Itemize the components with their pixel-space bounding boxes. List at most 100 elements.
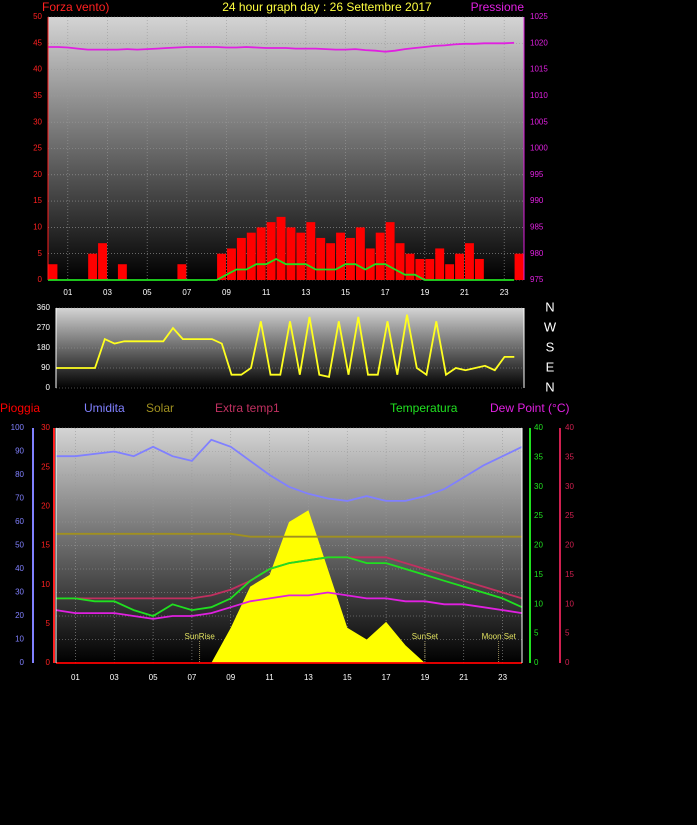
y-tick-label: 20 <box>15 611 24 620</box>
y-tick-label: 10 <box>33 223 42 232</box>
line <box>48 257 515 281</box>
bar <box>217 253 226 280</box>
y-tick-label: N <box>545 379 554 394</box>
area <box>56 510 522 663</box>
y-tick-label: 90 <box>15 447 24 456</box>
legend-entry: Extra temp1 <box>215 401 280 415</box>
y-tick-label: 1005 <box>530 117 548 126</box>
annotation: SunSet <box>412 632 439 641</box>
y-tick-label: 15 <box>33 196 42 205</box>
bar <box>465 243 474 280</box>
y-tick-label: 25 <box>33 144 42 153</box>
x-tick-label: 13 <box>304 673 313 682</box>
y-tick-label: 5 <box>565 629 570 638</box>
y-tick-label: 985 <box>530 223 544 232</box>
y-tick-label: 10 <box>534 599 543 608</box>
y-tick-label: 30 <box>41 423 50 432</box>
y-tick-label: 40 <box>565 423 574 432</box>
bar <box>306 222 316 280</box>
legend-entry: Dew Point (°C) <box>490 401 569 415</box>
y2-axis-title: Pressione <box>471 0 525 14</box>
line <box>56 556 523 617</box>
y-tick-label: 25 <box>565 511 574 520</box>
x-tick-label: 03 <box>103 288 112 297</box>
y-tick-label: 35 <box>565 452 574 461</box>
bar <box>326 243 336 280</box>
y-tick-label: 270 <box>37 323 51 332</box>
x-tick-label: 19 <box>420 673 429 682</box>
bar <box>227 248 236 280</box>
bar <box>98 243 107 280</box>
x-tick-label: 17 <box>382 673 391 682</box>
y-tick-label: 5 <box>38 249 43 258</box>
y-tick-label: 40 <box>534 423 543 432</box>
y-axis-title: Forza vento) <box>42 0 109 14</box>
bar <box>266 222 276 280</box>
bar <box>316 237 326 280</box>
y-tick-label: 20 <box>534 541 543 550</box>
bar <box>117 264 127 280</box>
y-tick-label: E <box>546 359 555 374</box>
x-tick-label: 13 <box>301 288 310 297</box>
x-tick-label: 11 <box>265 673 274 682</box>
x-tick-label: 03 <box>110 673 119 682</box>
y-tick-label: 40 <box>15 564 24 573</box>
y-tick-label: 45 <box>33 38 42 47</box>
y-tick-label: 30 <box>534 482 543 491</box>
y-tick-label: 25 <box>534 511 543 520</box>
annotation: Moon Set <box>482 632 517 641</box>
bar <box>365 248 375 280</box>
y-tick-label: W <box>544 319 557 334</box>
bar <box>385 222 395 280</box>
x-tick-label: 21 <box>459 673 468 682</box>
bar <box>48 264 58 280</box>
y-tick-label: 0 <box>20 658 25 667</box>
y-tick-label: 0 <box>534 658 539 667</box>
y-tick-label: 1015 <box>530 65 548 74</box>
bar <box>88 253 98 280</box>
x-tick-label: 07 <box>187 673 196 682</box>
y-tick-label: 20 <box>41 501 50 510</box>
bar <box>286 227 296 280</box>
legend-entry: Solar <box>146 401 174 415</box>
y-tick-label: 360 <box>37 303 51 312</box>
bar <box>375 232 385 280</box>
x-tick-label: 09 <box>226 673 235 682</box>
x-tick-label: 21 <box>460 288 469 297</box>
y-tick-label: 1010 <box>530 91 548 100</box>
line <box>48 41 515 53</box>
y-tick-label: 15 <box>41 541 50 550</box>
x-tick-label: 23 <box>498 673 507 682</box>
x-tick-label: 05 <box>149 673 158 682</box>
bar <box>276 216 286 280</box>
x-tick-label: 19 <box>420 288 429 297</box>
y-tick-label: 975 <box>530 275 544 284</box>
y-tick-label: 70 <box>15 494 24 503</box>
y-tick-label: 15 <box>534 570 543 579</box>
y-tick-label: 5 <box>534 629 539 638</box>
line <box>56 438 523 502</box>
y-tick-label: 20 <box>565 541 574 550</box>
x-tick-label: 17 <box>381 288 390 297</box>
bar <box>336 232 345 280</box>
line <box>56 314 515 378</box>
y-tick-label: 5 <box>46 619 51 628</box>
x-tick-label: 11 <box>262 288 271 297</box>
y-tick-label: 980 <box>530 249 544 258</box>
y-tick-label: 20 <box>33 170 42 179</box>
y-tick-label: S <box>546 339 555 354</box>
bar <box>256 227 266 280</box>
line <box>55 591 523 620</box>
y-tick-label: N <box>545 299 554 314</box>
x-tick-label: 09 <box>222 288 231 297</box>
y-tick-label: 990 <box>530 196 544 205</box>
bar <box>514 253 524 280</box>
bar <box>395 243 405 280</box>
x-tick-label: 01 <box>71 673 80 682</box>
y-tick-label: 30 <box>33 117 42 126</box>
x-tick-label: 15 <box>341 288 350 297</box>
legend-entry: Temperatura <box>390 401 458 415</box>
bar <box>474 258 484 280</box>
y-tick-label: 90 <box>41 363 50 372</box>
